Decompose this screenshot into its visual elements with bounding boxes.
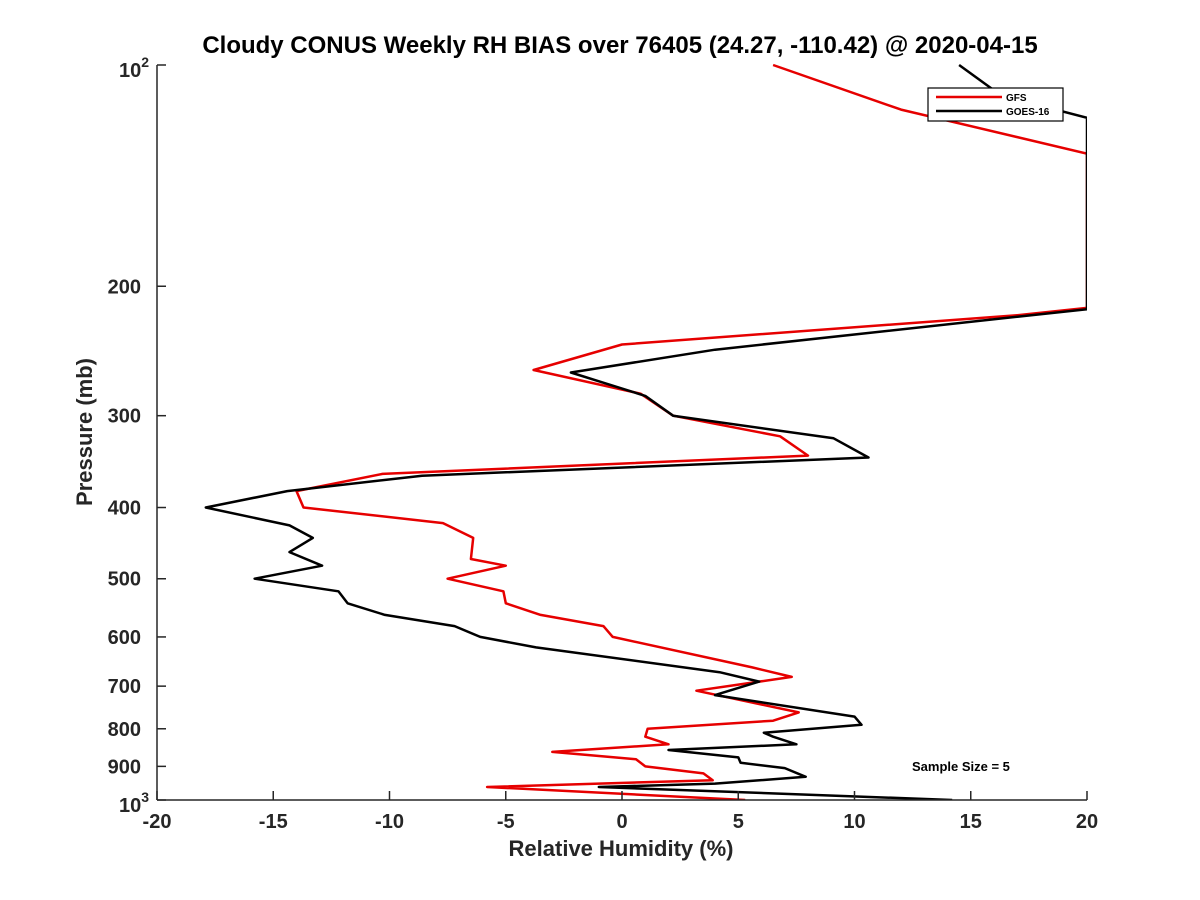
legend-box bbox=[927, 87, 1064, 122]
series-layer bbox=[204, 63, 1087, 800]
y-tick-label: 800 bbox=[108, 719, 141, 741]
y-tick-label: 300 bbox=[108, 406, 141, 428]
x-ticks: -20 -15 -10 -5 0 5 10 15 20 bbox=[143, 791, 1098, 833]
x-tick-label: 5 bbox=[733, 811, 744, 833]
x-tick-label: 15 bbox=[960, 811, 982, 833]
chart-title: Cloudy CONUS Weekly RH BIAS over 76405 (… bbox=[202, 32, 1037, 59]
y-tick-label: 500 bbox=[108, 569, 141, 591]
y-tick-label: 102 bbox=[119, 54, 149, 82]
legend-label-goes16: GOES-16 bbox=[1006, 107, 1050, 118]
y-tick-label: 600 bbox=[108, 627, 141, 649]
x-tick-label: 10 bbox=[843, 811, 865, 833]
x-axis-label: Relative Humidity (%) bbox=[509, 836, 734, 861]
x-tick-label: -5 bbox=[497, 811, 515, 833]
y-tick-label: 700 bbox=[108, 676, 141, 698]
y-axis-label: Pressure (mb) bbox=[72, 358, 97, 506]
y-tick-label: 103 bbox=[119, 789, 149, 817]
axes-layer bbox=[156, 65, 1087, 801]
y-tick-label: 200 bbox=[108, 276, 141, 298]
sample-size-annotation: Sample Size = 5 bbox=[912, 759, 1010, 774]
legend-label-gfs: GFS bbox=[1006, 93, 1027, 104]
x-tick-label: 0 bbox=[616, 811, 627, 833]
x-tick-label: -20 bbox=[143, 811, 172, 833]
y-tick-label: 400 bbox=[108, 498, 141, 520]
legend: GFS GOES-16 bbox=[927, 87, 1064, 122]
y-tick-label: 900 bbox=[108, 756, 141, 778]
x-tick-label: -15 bbox=[259, 811, 288, 833]
series-line-goes-16 bbox=[204, 63, 1087, 800]
x-tick-label: 20 bbox=[1076, 811, 1098, 833]
x-tick-label: -10 bbox=[375, 811, 404, 833]
y-ticks: 102 200 300 400 500 600 700 800 900 103 bbox=[108, 54, 166, 817]
series-line-gfs bbox=[295, 63, 1087, 800]
